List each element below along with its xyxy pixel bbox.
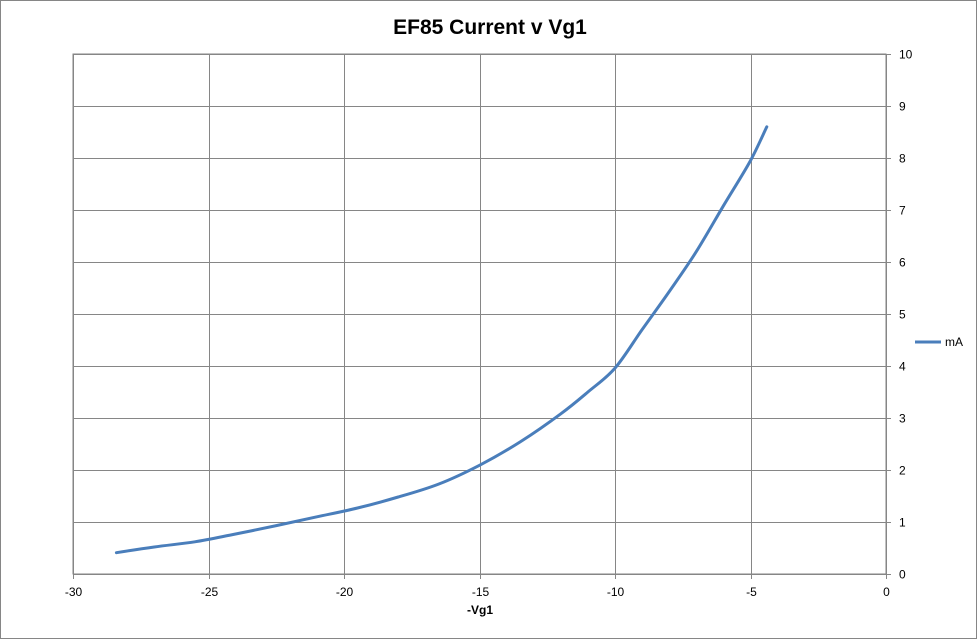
series-line-mA — [114, 125, 769, 555]
x-tick-label: -15 — [472, 585, 490, 599]
chart-title: EF85 Current v Vg1 — [393, 16, 587, 39]
x-axis-label: -Vg1 — [467, 603, 493, 617]
x-tick-label: -5 — [746, 585, 757, 599]
x-tick-label: -25 — [201, 585, 219, 599]
y-tick-label: 10 — [899, 48, 913, 62]
x-tick-label: -20 — [336, 585, 354, 599]
y-tick-label: 5 — [899, 308, 906, 322]
x-tick-label: -30 — [65, 585, 83, 599]
y-axis-ticks: 0 1 2 3 4 5 6 7 8 9 10 — [886, 48, 913, 582]
y-tick-label: 9 — [899, 100, 906, 114]
x-tick-label: -10 — [607, 585, 625, 599]
legend: mA — [915, 335, 963, 349]
y-tick-label: 4 — [899, 360, 906, 374]
series-layer — [114, 125, 769, 555]
x-tick-label: 0 — [883, 585, 890, 599]
legend-label-mA: mA — [945, 335, 963, 349]
y-tick-label: 7 — [899, 204, 906, 218]
y-tick-label: 6 — [899, 256, 906, 270]
x-axis-ticks: -30 -25 -20 -15 -10 -5 0 — [65, 574, 890, 599]
y-tick-label: 8 — [899, 152, 906, 166]
y-tick-label: 3 — [899, 412, 906, 426]
y-tick-label: 2 — [899, 464, 906, 478]
y-tick-label: 1 — [899, 516, 906, 530]
y-tick-label: 0 — [899, 568, 906, 582]
